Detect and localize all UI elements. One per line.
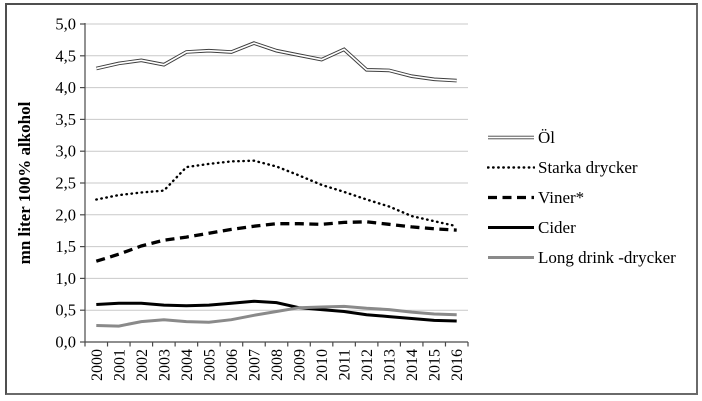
svg-text:3,5: 3,5	[55, 110, 76, 129]
svg-text:3,0: 3,0	[55, 142, 76, 161]
y-axis-title: mn liter 100% alkohol	[15, 101, 34, 265]
legend-line-sample-starka-drycker	[487, 166, 535, 169]
legend: Öl Starka drycker Viner* Cider Long drin…	[487, 127, 676, 268]
svg-text:2010: 2010	[314, 349, 331, 381]
legend-line-sample-long-drink	[488, 256, 534, 259]
legend-item-viner: Viner*	[487, 187, 676, 208]
legend-item-cider: Cider	[487, 217, 676, 238]
svg-text:4,0: 4,0	[55, 78, 76, 97]
svg-text:2000: 2000	[89, 349, 106, 381]
legend-line-sample-cider	[488, 226, 534, 229]
svg-text:2004: 2004	[179, 349, 196, 381]
legend-item-long-drink: Long drink -drycker	[487, 247, 676, 268]
svg-text:2003: 2003	[156, 349, 173, 381]
svg-text:2008: 2008	[269, 349, 286, 381]
svg-text:2007: 2007	[246, 349, 263, 381]
svg-text:4,5: 4,5	[55, 46, 76, 65]
svg-text:2014: 2014	[404, 349, 421, 381]
svg-text:2016: 2016	[449, 349, 466, 381]
legend-line-sample-ol	[488, 135, 534, 140]
svg-text:2013: 2013	[382, 349, 399, 381]
svg-text:5,0: 5,0	[55, 15, 76, 34]
svg-text:1,5: 1,5	[55, 237, 76, 256]
legend-item-ol: Öl	[487, 127, 676, 148]
svg-text:2012: 2012	[359, 349, 376, 381]
svg-text:2009: 2009	[292, 349, 309, 381]
svg-text:2006: 2006	[224, 349, 241, 381]
legend-label-long-drink: Long drink -drycker	[538, 247, 676, 267]
svg-text:2005: 2005	[201, 349, 218, 381]
svg-text:2002: 2002	[134, 349, 151, 381]
legend-line-sample-viner	[488, 195, 534, 200]
svg-text:0,5: 0,5	[55, 301, 76, 320]
legend-label-cider: Cider	[538, 217, 576, 237]
svg-text:2,0: 2,0	[55, 205, 76, 224]
legend-label-ol: Öl	[538, 127, 555, 147]
legend-label-starka-drycker: Starka drycker	[538, 157, 638, 177]
svg-text:2011: 2011	[337, 349, 354, 380]
svg-text:2015: 2015	[427, 349, 444, 381]
svg-text:2,5: 2,5	[55, 174, 76, 193]
legend-label-viner: Viner*	[538, 187, 585, 207]
svg-text:2001: 2001	[111, 349, 128, 381]
svg-text:1,0: 1,0	[55, 269, 76, 288]
legend-item-starka-drycker: Starka drycker	[487, 157, 676, 178]
svg-text:0,0: 0,0	[55, 333, 76, 352]
